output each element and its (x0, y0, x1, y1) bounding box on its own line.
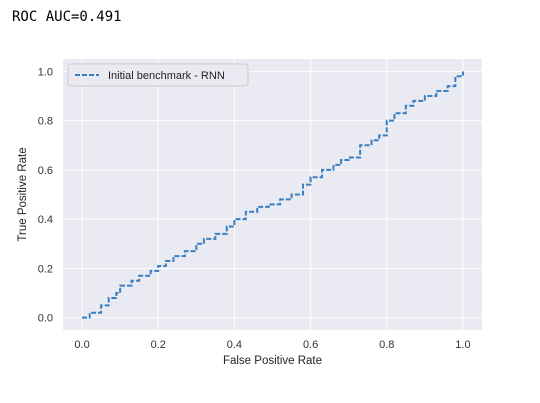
legend-label: Initial benchmark - RNN (108, 70, 225, 82)
y-tick-label: 0.8 (38, 116, 53, 128)
x-tick-label: 0.8 (379, 339, 394, 351)
y-tick-label: 0.2 (38, 263, 53, 275)
x-tick-label: 0.4 (227, 339, 242, 351)
x-tick-label: 0.2 (151, 339, 166, 351)
grid (63, 59, 482, 330)
x-tick-label: 1.0 (455, 339, 470, 351)
series-line (82, 71, 464, 319)
output-text: ROC AUC=0.491 (12, 9, 122, 25)
plot-background (63, 59, 482, 330)
y-tick-label: 0.6 (38, 165, 53, 177)
legend: Initial benchmark - RNN (67, 63, 249, 87)
y-axis-label: True Positive Rate (17, 147, 29, 241)
y-tick-label: 0.0 (38, 313, 53, 325)
x-tick-label: 0.0 (74, 339, 89, 351)
y-tick-label: 0.4 (38, 214, 53, 226)
ticks: 0.0 0.2 0.4 0.6 0.8 1.0 0.0 0.2 0.4 0.6 0.8 1.0 (38, 66, 471, 351)
x-axis-label: False Positive Rate (223, 355, 322, 367)
legend-box (67, 63, 249, 87)
y-tick-label: 1.0 (38, 66, 53, 78)
x-tick-label: 0.6 (303, 339, 318, 351)
